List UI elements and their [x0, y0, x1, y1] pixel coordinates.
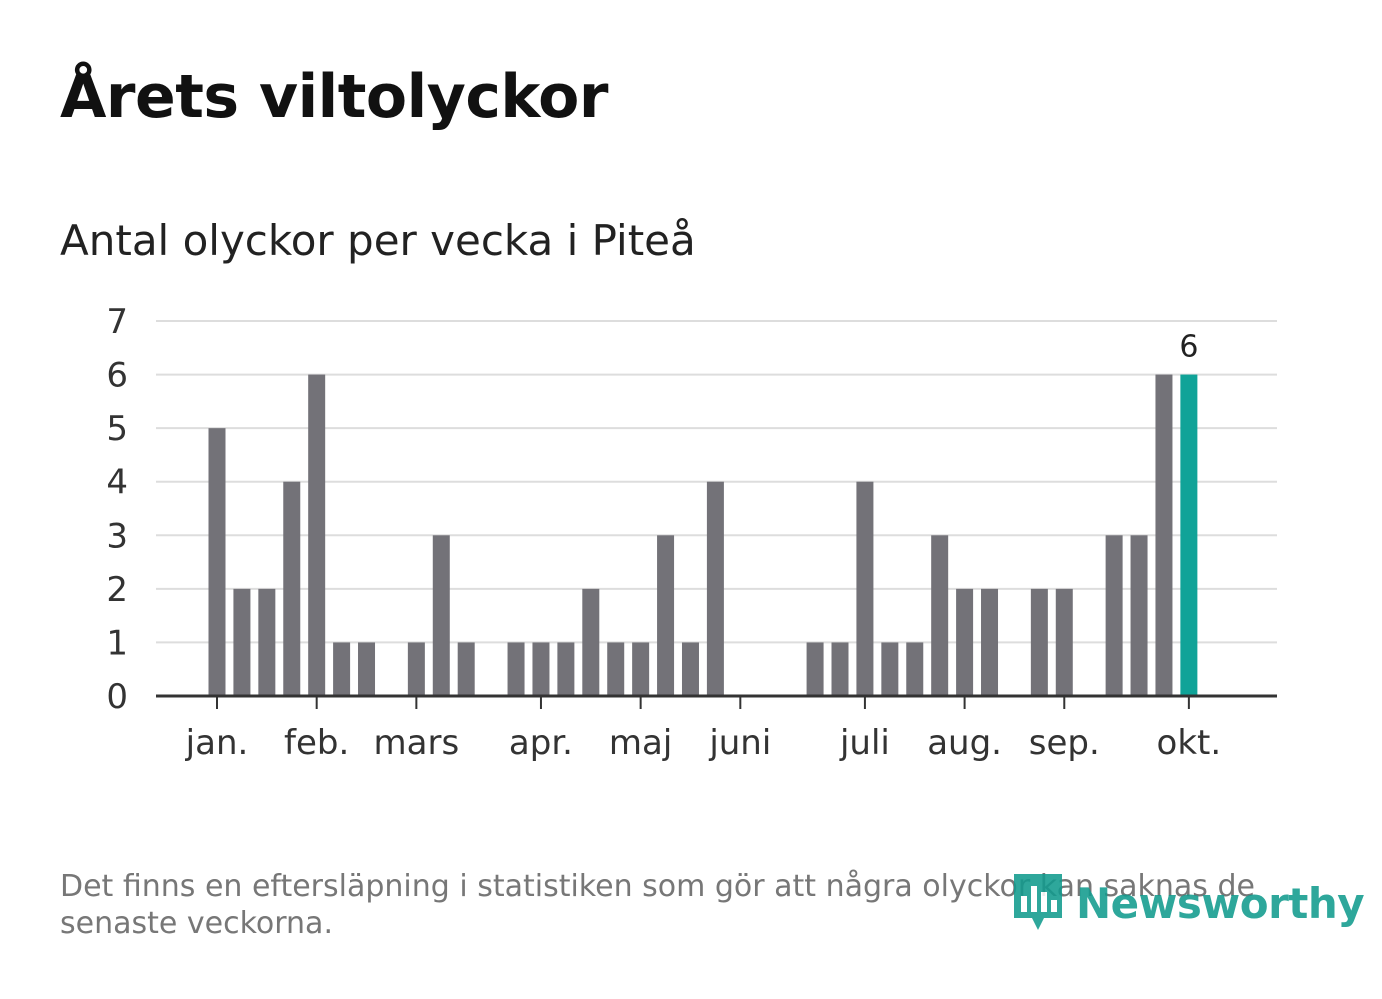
- y-tick-label: 4: [106, 463, 128, 503]
- brand-name: Newsworthy: [1076, 878, 1365, 928]
- y-tick-label: 2: [106, 570, 128, 610]
- data-label: 6: [1179, 330, 1198, 365]
- y-tick-label: 1: [106, 623, 128, 663]
- x-tick-label: juni: [708, 723, 771, 763]
- bar: [706, 481, 724, 696]
- bar: [657, 535, 675, 696]
- y-tick-label: 7: [106, 302, 128, 342]
- bar-chart: 0 1 2 3 4 5 6 7 jan. feb. mars apr. maj juni juli aug.…: [106, 302, 1277, 763]
- chart-title: Årets viltolyckor: [60, 62, 609, 132]
- bar: [407, 642, 425, 696]
- x-tick-label: apr.: [509, 723, 573, 763]
- bar: [1030, 588, 1048, 696]
- bar: [831, 642, 849, 696]
- x-tick-label: mars: [374, 723, 460, 763]
- bar: [906, 642, 924, 696]
- bar: [681, 642, 699, 696]
- x-tick-label: maj: [609, 723, 672, 763]
- bar: [358, 642, 376, 696]
- bar: [856, 481, 874, 696]
- bar: [457, 642, 475, 696]
- bar: [931, 535, 949, 696]
- bars: [208, 374, 1198, 696]
- x-tick-label: jan.: [185, 723, 249, 763]
- bar: [632, 642, 650, 696]
- brand-logo: Newsworthy: [1010, 872, 1365, 934]
- bar: [258, 588, 276, 696]
- x-tick-label: juli: [839, 723, 890, 763]
- y-tick-label: 3: [106, 516, 128, 556]
- y-tick-label: 5: [106, 409, 128, 449]
- bar: [956, 588, 974, 696]
- x-tick-label: okt.: [1157, 723, 1222, 763]
- bar: [208, 428, 226, 696]
- x-tick-label: feb.: [284, 723, 349, 763]
- bar: [283, 481, 301, 696]
- bar-highlight: [1180, 374, 1198, 696]
- bar: [532, 642, 550, 696]
- bar: [233, 588, 251, 696]
- x-tick-label: sep.: [1029, 723, 1100, 763]
- bar: [806, 642, 824, 696]
- annotations: 6: [1179, 330, 1198, 365]
- bar: [333, 642, 351, 696]
- bar: [981, 588, 999, 696]
- bar: [507, 642, 525, 696]
- bar: [582, 588, 600, 696]
- bar: [1155, 374, 1173, 696]
- bar: [432, 535, 450, 696]
- bar: [557, 642, 575, 696]
- x-axis: [156, 694, 1277, 709]
- bar: [607, 642, 625, 696]
- bar: [308, 374, 326, 696]
- y-axis-labels: 0 1 2 3 4 5 6 7: [106, 302, 128, 717]
- y-tick-label: 6: [106, 356, 128, 396]
- chart-subtitle: Antal olyckor per vecka i Piteå: [60, 216, 696, 265]
- bar: [881, 642, 899, 696]
- bar: [1055, 588, 1073, 696]
- x-axis-labels: jan. feb. mars apr. maj juni juli aug. sep. okt.: [185, 723, 1222, 763]
- bar: [1130, 535, 1148, 696]
- newsworthy-logo-icon: [1014, 874, 1062, 930]
- bar: [1105, 535, 1123, 696]
- y-tick-label: 0: [106, 677, 128, 717]
- x-tick-label: aug.: [927, 723, 1002, 763]
